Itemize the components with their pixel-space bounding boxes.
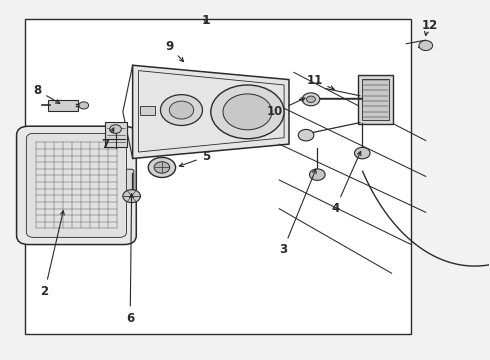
Text: 7: 7 — [102, 128, 114, 150]
Circle shape — [211, 85, 284, 139]
Text: 10: 10 — [267, 98, 305, 118]
Text: 12: 12 — [421, 19, 438, 32]
Circle shape — [169, 101, 194, 119]
FancyBboxPatch shape — [17, 126, 136, 244]
Circle shape — [354, 147, 370, 159]
Circle shape — [123, 190, 141, 203]
Text: 4: 4 — [331, 152, 361, 215]
Circle shape — [154, 162, 170, 173]
Circle shape — [110, 125, 122, 134]
FancyBboxPatch shape — [117, 169, 134, 202]
Polygon shape — [133, 65, 289, 158]
Circle shape — [310, 169, 325, 180]
Circle shape — [302, 93, 320, 106]
Text: 2: 2 — [41, 211, 64, 298]
Text: 8: 8 — [33, 84, 60, 103]
Circle shape — [298, 130, 314, 141]
Bar — [25, 19, 411, 334]
FancyBboxPatch shape — [362, 79, 389, 120]
Circle shape — [160, 95, 202, 126]
Text: 5: 5 — [179, 150, 210, 167]
Text: 3: 3 — [279, 170, 316, 256]
Circle shape — [419, 41, 433, 50]
Circle shape — [148, 157, 175, 177]
Text: 6: 6 — [126, 194, 134, 325]
Text: 9: 9 — [165, 40, 184, 62]
FancyBboxPatch shape — [26, 134, 126, 237]
FancyBboxPatch shape — [105, 122, 127, 147]
FancyBboxPatch shape — [48, 100, 78, 111]
Bar — [140, 107, 155, 116]
FancyBboxPatch shape — [358, 75, 393, 124]
Text: 11: 11 — [306, 74, 334, 90]
Circle shape — [79, 102, 89, 109]
Circle shape — [307, 96, 316, 103]
Circle shape — [223, 94, 272, 130]
Text: 1: 1 — [201, 14, 210, 27]
